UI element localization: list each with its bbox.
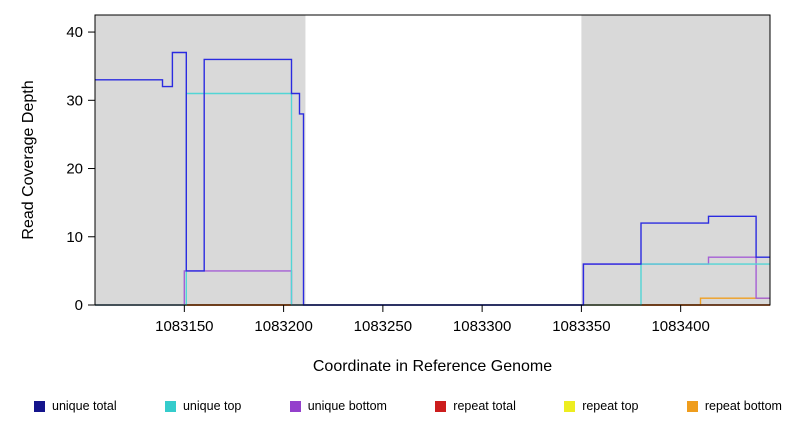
shaded-region bbox=[581, 15, 770, 305]
x-axis-label: Coordinate in Reference Genome bbox=[312, 358, 553, 375]
legend-swatch-icon bbox=[686, 400, 698, 412]
legend-item-repeat-bottom: repeat bottom bbox=[686, 399, 782, 413]
legend-label: repeat total bbox=[453, 399, 516, 413]
legend: unique total unique top unique bottom repea… bbox=[34, 399, 782, 413]
y-tick-label: 0 bbox=[75, 297, 83, 314]
x-tick-label: 1083250 bbox=[354, 318, 412, 335]
shaded-region bbox=[95, 15, 306, 305]
legend-label: unique total bbox=[52, 399, 117, 413]
legend-label: repeat bottom bbox=[704, 399, 782, 413]
coverage-chart: 1083150 1083200 1083250 1083300 1083350 10834… bbox=[66, 14, 771, 335]
x-tick-label: 1083300 bbox=[453, 318, 511, 335]
legend-item-unique-top: unique top bbox=[164, 399, 242, 413]
y-tick-label: 40 bbox=[66, 24, 83, 41]
legend-item-repeat-total: repeat total bbox=[435, 399, 516, 413]
y-axis-label: Read Coverage Depth bbox=[20, 80, 37, 240]
x-tick-label: 1083200 bbox=[254, 318, 312, 335]
legend-label: unique bottom bbox=[307, 399, 387, 413]
x-tick-label: 1083150 bbox=[155, 318, 213, 335]
y-tick-label: 30 bbox=[66, 92, 83, 109]
legend-item-unique-bottom: unique bottom bbox=[289, 399, 387, 413]
legend-label: unique top bbox=[182, 399, 242, 413]
legend-swatch-icon bbox=[34, 400, 45, 412]
legend-item-repeat-top: repeat top bbox=[564, 399, 638, 413]
legend-swatch-icon bbox=[435, 400, 447, 412]
series-line-unique-total bbox=[95, 51, 770, 306]
x-tick-label: 1083400 bbox=[651, 318, 709, 335]
y-tick-label: 10 bbox=[66, 229, 83, 246]
x-tick-label: 1083350 bbox=[552, 318, 610, 335]
legend-item-unique-total: unique total bbox=[34, 399, 117, 413]
legend-swatch-icon bbox=[289, 400, 301, 412]
y-tick-label: 20 bbox=[66, 161, 83, 178]
legend-swatch-icon bbox=[164, 400, 176, 412]
plot-border bbox=[94, 14, 771, 306]
legend-label: repeat top bbox=[582, 399, 639, 413]
legend-swatch-icon bbox=[564, 400, 576, 412]
